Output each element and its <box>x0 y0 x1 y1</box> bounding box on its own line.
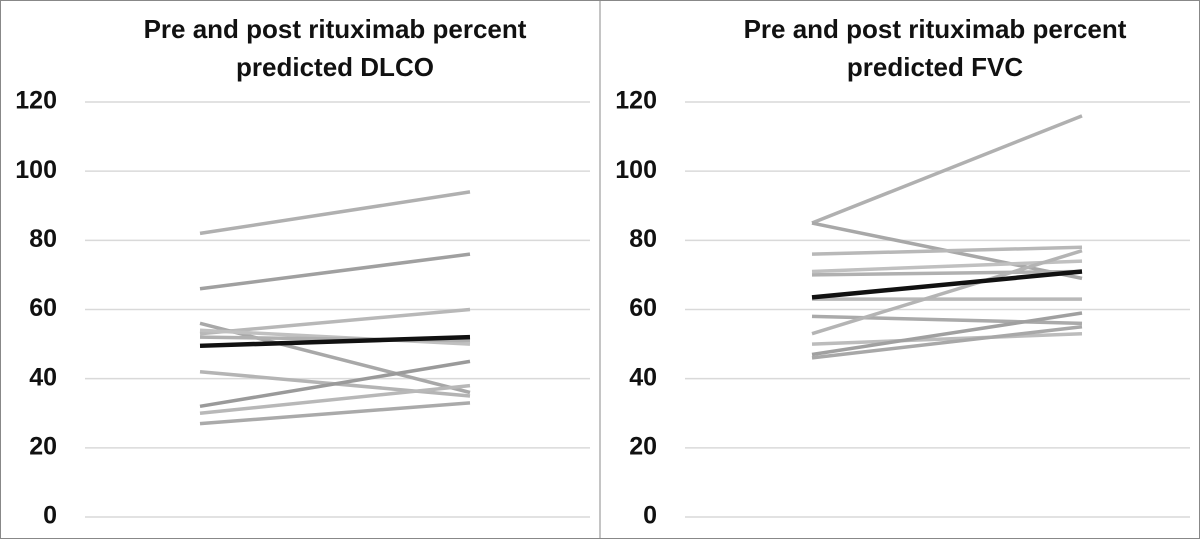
chart-title: predicted FVC <box>847 52 1023 82</box>
y-tick-label: 100 <box>615 156 657 184</box>
series-line <box>199 334 471 349</box>
y-tick-label: 60 <box>29 294 57 322</box>
chart-title: Pre and post rituximab percent <box>144 14 527 44</box>
series-line <box>811 269 1083 300</box>
y-tick-label: 40 <box>629 363 657 391</box>
y-tick-label: 40 <box>29 363 57 391</box>
y-tick-label: 0 <box>43 502 57 530</box>
series-line <box>811 249 1083 336</box>
chart-title: predicted DLCO <box>236 52 434 82</box>
y-tick-label: 100 <box>15 156 57 184</box>
series-line <box>199 307 471 336</box>
y-tick-label: 60 <box>629 294 657 322</box>
series-line <box>811 311 1083 357</box>
series-line <box>199 401 471 426</box>
series-line <box>811 325 1083 360</box>
series-line <box>199 190 471 236</box>
series-line <box>199 321 471 395</box>
series-line <box>199 383 471 415</box>
y-tick-label: 80 <box>629 225 657 253</box>
y-tick-label: 120 <box>615 87 657 115</box>
series-line <box>199 252 471 291</box>
series-line <box>811 314 1083 326</box>
series-line <box>199 359 471 409</box>
y-tick-label: 20 <box>629 432 657 460</box>
y-tick-label: 120 <box>15 87 57 115</box>
y-tick-label: 20 <box>29 432 57 460</box>
y-tick-label: 80 <box>29 225 57 253</box>
series-line <box>811 331 1083 346</box>
series-line <box>811 269 1083 277</box>
chart-title: Pre and post rituximab percent <box>744 14 1127 44</box>
series-line <box>811 114 1083 225</box>
y-tick-label: 0 <box>643 502 657 530</box>
series-line <box>811 245 1083 256</box>
